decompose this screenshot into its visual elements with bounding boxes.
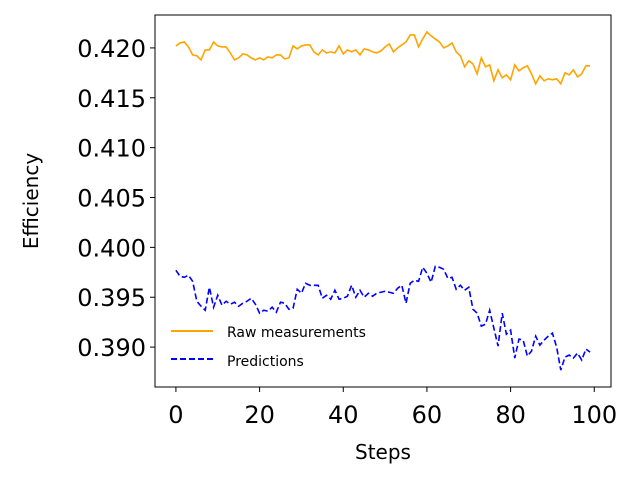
y-axis-label: Efficiency — [19, 153, 43, 250]
plot-lines — [175, 30, 591, 371]
series-line-predictions — [175, 265, 591, 371]
x-tick-label: 20 — [244, 401, 275, 429]
y-tick-label: 0.420 — [77, 35, 146, 63]
y-tick-label: 0.410 — [77, 135, 146, 163]
legend-label-predictions: Predictions — [227, 354, 304, 370]
x-tick-label: 100 — [571, 401, 617, 429]
y-tick-label: 0.415 — [77, 85, 146, 113]
legend: Raw measurements Predictions — [171, 325, 366, 370]
y-tick-label: 0.390 — [77, 334, 146, 362]
x-tick-label: 0 — [168, 401, 183, 429]
y-tick-label: 0.405 — [77, 185, 146, 213]
x-tick-label: 40 — [328, 401, 359, 429]
series-line-raw-measurements — [175, 30, 591, 86]
legend-label-raw-measurements: Raw measurements — [227, 325, 366, 341]
x-axis-ticks: 0 20 40 60 80 100 — [168, 387, 617, 429]
x-tick-label: 60 — [412, 401, 443, 429]
x-tick-label: 80 — [495, 401, 526, 429]
y-tick-label: 0.395 — [77, 284, 146, 312]
y-tick-label: 0.400 — [77, 234, 146, 262]
plot-frame — [154, 14, 612, 388]
x-axis-label: Steps — [355, 440, 411, 464]
y-axis-ticks: 0.390 0.395 0.400 0.405 0.410 0.415 0.420 — [77, 35, 155, 362]
